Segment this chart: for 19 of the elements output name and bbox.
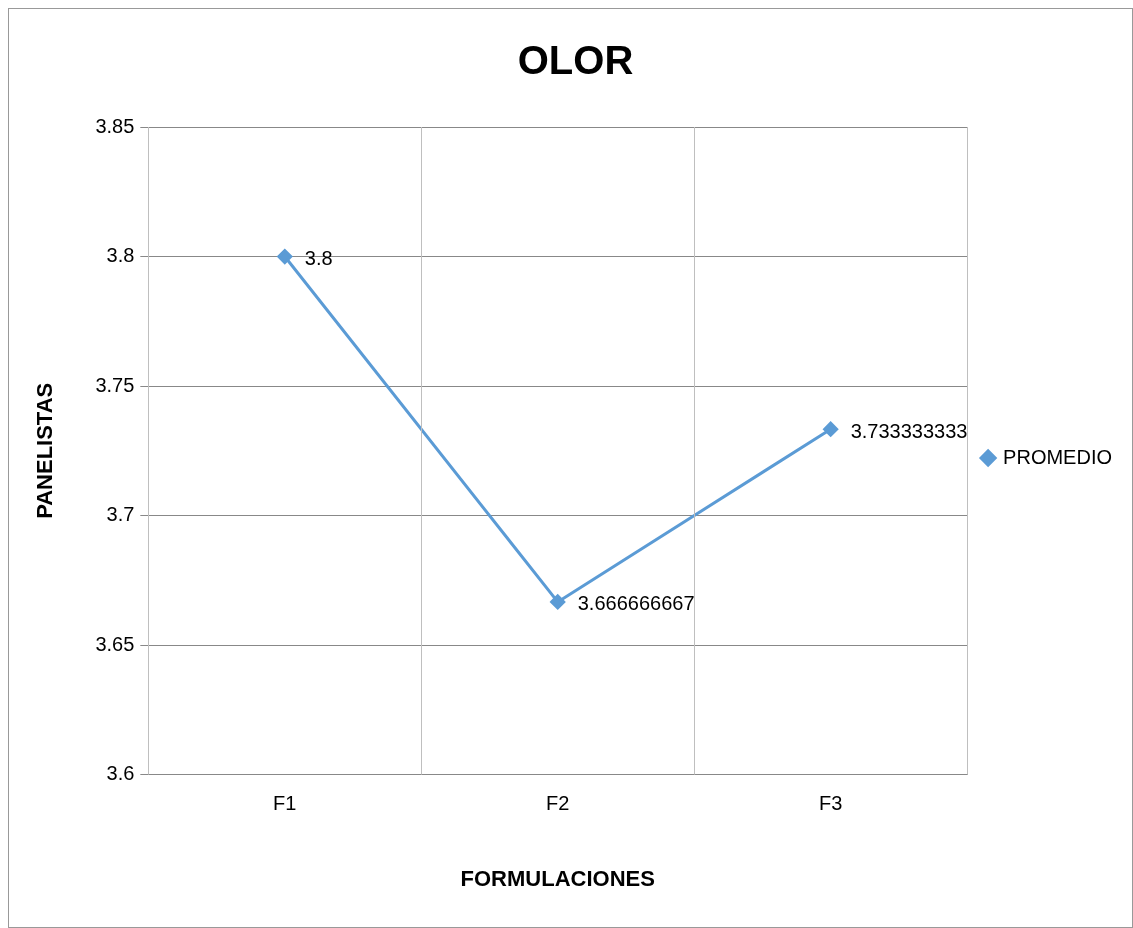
chart-title: OLOR (517, 38, 634, 83)
y-tick-label: 3.75 (95, 373, 135, 396)
x-tick-label: F2 (546, 792, 570, 815)
point (550, 594, 566, 610)
y-tick-label: 3.6 (106, 762, 135, 785)
point (277, 249, 293, 265)
y-axis-title: PANELISTAS (32, 382, 58, 519)
x-tick-label: F1 (273, 792, 297, 815)
point (823, 421, 839, 437)
y-tick-label: 3.7 (106, 503, 135, 526)
x-tick-label: F3 (818, 792, 843, 815)
legend-label: PROMEDIO (1003, 445, 1113, 468)
data-label: 3.666666667 (577, 592, 695, 615)
data-label: 3.733333333 (850, 419, 968, 442)
data-label: 3.8 (304, 247, 333, 270)
y-tick-label: 3.8 (106, 244, 135, 267)
y-tick-label: 3.65 (95, 632, 135, 655)
y-tick-label: 3.85 (95, 114, 135, 137)
x-axis-title: FORMULACIONES (460, 865, 655, 891)
